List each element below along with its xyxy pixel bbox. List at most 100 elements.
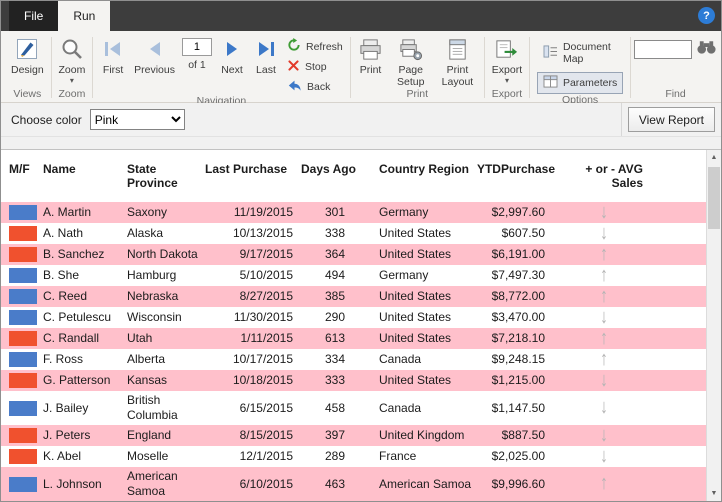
header-state: State Province — [127, 162, 178, 190]
name-cell: C. Petulescu — [43, 310, 112, 324]
group-separator — [529, 37, 530, 98]
design-label: Design — [11, 64, 44, 76]
days-ago-cell: 463 — [324, 476, 345, 491]
gender-cell — [9, 224, 43, 243]
ytd-cell: $2,025.00 — [491, 449, 545, 463]
page-of-label: of 1 — [188, 59, 206, 71]
trend-up-icon: ↑ — [600, 243, 608, 265]
state-cell: Kansas — [127, 373, 168, 387]
state-cell: Saxony — [127, 205, 168, 219]
trend-cell: ↓ — [559, 446, 649, 467]
name-cell: B. She — [43, 268, 80, 282]
days-ago-cell: 333 — [324, 373, 345, 387]
view-report-area: View Report — [620, 103, 721, 136]
views-group-label: Views — [13, 88, 42, 100]
gender-cell — [9, 350, 43, 369]
name-cell: A. Martin — [43, 205, 92, 219]
binoculars-icon[interactable] — [696, 39, 717, 60]
gender-color-swatch — [9, 205, 37, 221]
country-cell: United States — [379, 373, 452, 387]
table-row: G. Patterson Kansas 10/18/2015 333 United St… — [1, 370, 706, 391]
state-cell: Nebraska — [127, 289, 179, 303]
zoom-label: Zoom — [58, 64, 86, 76]
state-cell: Wisconsin — [127, 310, 182, 324]
report-body: M/F Name State Province Last Purchase Da… — [1, 150, 706, 501]
back-label: Back — [306, 81, 331, 93]
last-page-button[interactable]: Last — [249, 33, 283, 76]
ribbon-group-navigation: First Previous of 1 Next — [96, 33, 347, 107]
row-filler — [649, 358, 706, 362]
header-name: Name — [43, 162, 76, 176]
page-number-input[interactable] — [181, 38, 212, 56]
trend-up-icon: ↑ — [600, 348, 608, 370]
scroll-up-icon[interactable]: ▲ — [710, 154, 718, 161]
first-page-button[interactable]: First — [96, 33, 130, 76]
scrollbar-thumb[interactable] — [708, 167, 720, 229]
ytd-cell: $6,191.00 — [491, 247, 545, 261]
gender-cell — [9, 474, 43, 493]
print-layout-button[interactable]: Print Layout — [434, 33, 481, 88]
country-cell: United States — [379, 247, 452, 261]
back-icon — [287, 79, 302, 95]
name-cell: C. Reed — [43, 289, 88, 303]
scroll-down-icon[interactable]: ▼ — [710, 490, 718, 497]
row-filler — [649, 379, 706, 383]
row-filler — [649, 295, 706, 299]
next-page-button[interactable]: Next — [215, 33, 249, 76]
trend-cell: ↓ — [559, 202, 649, 223]
days-ago-cell: 364 — [324, 247, 345, 261]
vertical-scrollbar[interactable]: ▲ ▼ — [706, 150, 721, 501]
parameters-toggle[interactable]: Parameters — [536, 72, 624, 94]
trend-cell: ↓ — [559, 369, 649, 391]
view-report-button[interactable]: View Report — [627, 107, 715, 132]
help-button[interactable]: ? — [698, 7, 715, 24]
document-map-icon — [543, 45, 558, 61]
refresh-label: Refresh — [305, 40, 343, 53]
ytd-cell: $7,497.30 — [491, 268, 545, 282]
days-ago-cell: 385 — [324, 289, 345, 303]
country-cell: Canada — [379, 352, 422, 366]
state-cell: North Dakota — [127, 247, 198, 261]
trend-cell: ↓ — [559, 425, 649, 446]
zoom-button[interactable]: Zoom ▾ — [54, 33, 89, 85]
choose-color-select[interactable]: Pink — [89, 109, 185, 130]
previous-page-button[interactable]: Previous — [130, 33, 179, 76]
export-label: Export — [491, 64, 523, 76]
gender-cell — [9, 398, 43, 417]
back-button[interactable]: Back — [287, 79, 343, 95]
country-cell: Canada — [379, 400, 422, 415]
tab-file[interactable]: File — [9, 1, 59, 31]
next-label: Next — [221, 64, 243, 76]
last-purchase-cell: 6/10/2015 — [239, 476, 293, 491]
last-purchase-cell: 8/15/2015 — [239, 428, 293, 442]
ytd-cell: $2,997.60 — [491, 205, 545, 219]
refresh-button[interactable]: Refresh — [287, 38, 343, 55]
last-purchase-cell: 10/18/2015 — [232, 373, 293, 387]
last-purchase-cell: 10/17/2015 — [232, 352, 293, 366]
country-cell: United States — [379, 289, 452, 303]
page-setup-button[interactable]: Page Setup — [388, 33, 434, 88]
export-group-label: Export — [491, 88, 523, 100]
table-row: B. She Hamburg 5/10/2015 494 Germany $7,497.3… — [1, 265, 706, 286]
document-map-toggle[interactable]: Document Map — [537, 38, 623, 68]
row-filler — [649, 337, 706, 341]
document-map-label: Document Map — [562, 41, 611, 65]
tab-run[interactable]: Run — [58, 1, 111, 31]
print-button[interactable]: Print — [354, 33, 388, 76]
page-setup-label: Page Setup — [396, 64, 425, 88]
country-cell: American Samoa — [379, 476, 472, 491]
design-button[interactable]: Design — [7, 33, 48, 76]
gender-cell — [9, 426, 43, 445]
trend-down-icon: ↓ — [600, 369, 608, 391]
trend-up-icon: ↑ — [600, 285, 608, 307]
ribbon-tab-strip: File Run ? — [1, 1, 721, 31]
find-input[interactable] — [634, 40, 693, 59]
stop-button[interactable]: Stop — [287, 59, 343, 75]
row-filler — [649, 455, 706, 459]
country-cell: France — [379, 449, 417, 463]
name-cell: L. Johnson — [43, 476, 102, 491]
find-group-label: Find — [665, 88, 686, 100]
days-ago-cell: 301 — [324, 205, 345, 219]
export-button[interactable]: Export ▾ — [488, 33, 526, 85]
group-separator — [349, 37, 351, 98]
